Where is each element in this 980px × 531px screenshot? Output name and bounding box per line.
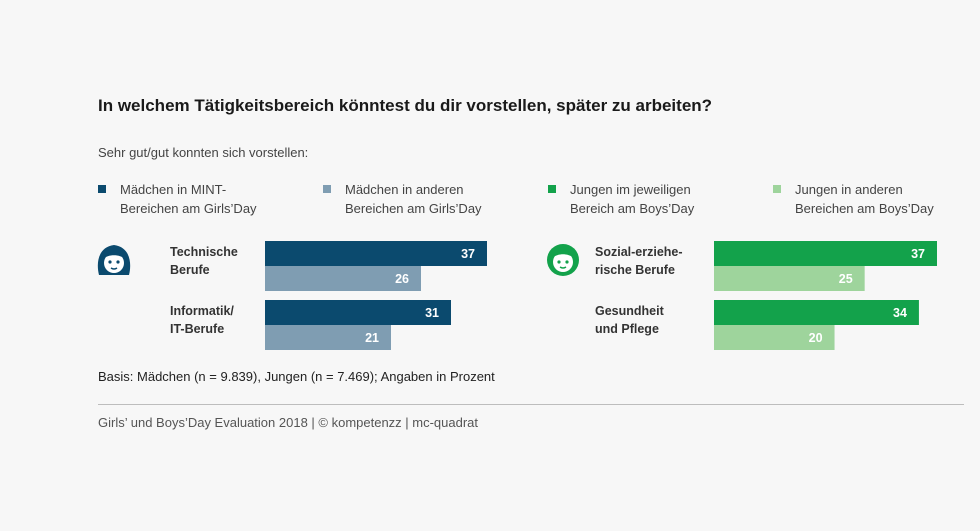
data-label: 21 (365, 331, 379, 345)
girl-face-icon (97, 245, 131, 275)
category-label: Informatik/ IT-Berufe (170, 302, 260, 338)
bar-0-1-1 (265, 325, 391, 350)
source-footer: Girls’ und Boys’Day Evaluation 2018 | © … (98, 415, 479, 430)
data-label: 34 (893, 306, 907, 320)
category-label: Sozial-erziehe- rische Berufe (595, 243, 705, 279)
category-label-line: Technische (170, 245, 238, 259)
legend-swatch (548, 185, 556, 193)
bar-0-1-0 (265, 300, 451, 325)
category-label-line: und Pflege (595, 322, 659, 336)
bar-1-1-1 (714, 325, 835, 350)
data-label: 26 (395, 272, 409, 286)
legend-label: Jungen in anderen (795, 182, 903, 197)
legend-swatch (323, 185, 331, 193)
data-label: 20 (809, 331, 823, 345)
category-label-line: IT-Berufe (170, 322, 225, 336)
bar-0-0-0 (265, 241, 487, 266)
legend-label: Mädchen in anderen (345, 182, 464, 197)
divider (98, 404, 964, 405)
data-label: 37 (911, 247, 925, 261)
bar-0-0-1 (265, 266, 421, 291)
data-label: 25 (839, 272, 853, 286)
category-label-line: Informatik/ (170, 304, 234, 318)
legend-label: Bereich am Boys’Day (570, 201, 695, 216)
category-label-line: Gesundheit (595, 304, 664, 318)
category-label-line: Berufe (170, 263, 210, 277)
category-label: Technische Berufe (170, 243, 260, 279)
bar-1-1-0 (714, 300, 919, 325)
boy-face-icon (547, 244, 579, 276)
data-label: 31 (425, 306, 439, 320)
legend-swatch (773, 185, 781, 193)
chart-subtitle: Sehr gut/gut konnten sich vorstellen: (98, 145, 309, 160)
category-label-line: rische Berufe (595, 263, 675, 277)
legend-label: Bereichen am Girls’Day (120, 201, 257, 216)
data-label: 37 (461, 247, 475, 261)
legend-label: Bereichen am Boys’Day (795, 201, 934, 216)
legend-label: Mädchen in MINT- (120, 182, 227, 197)
bar-1-0-0 (714, 241, 937, 266)
category-label: Gesundheit und Pflege (595, 302, 685, 338)
category-label-line: Sozial-erziehe- (595, 245, 683, 259)
legend-label: Jungen im jeweiligen (570, 182, 691, 197)
chart-title: In welchem Tätigkeitsbereich könntest du… (98, 96, 713, 115)
legend-label: Bereichen am Girls’Day (345, 201, 482, 216)
bar-1-0-1 (714, 266, 865, 291)
legend-swatch (98, 185, 106, 193)
basis-note: Basis: Mädchen (n = 9.839), Jungen (n = … (98, 369, 495, 384)
